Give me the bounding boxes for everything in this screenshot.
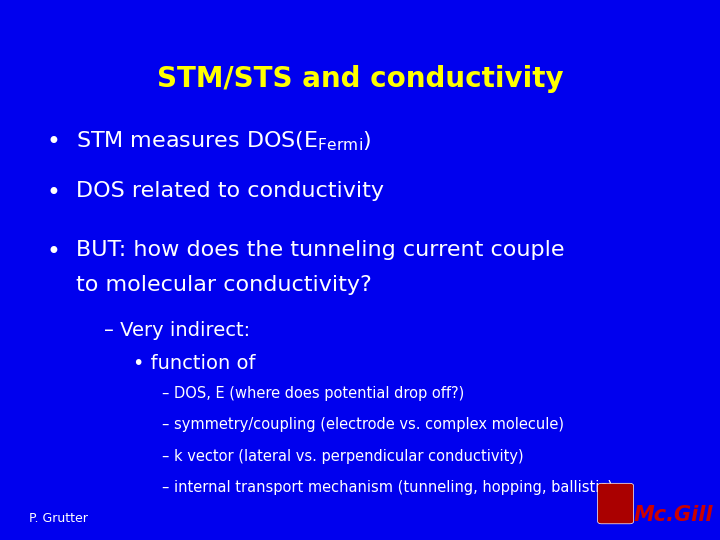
Text: Mc.Gill: Mc.Gill (634, 505, 713, 525)
Text: •: • (47, 130, 60, 153)
Text: •: • (47, 240, 60, 264)
FancyBboxPatch shape (598, 483, 634, 524)
Text: P. Grutter: P. Grutter (29, 512, 88, 525)
Text: to molecular conductivity?: to molecular conductivity? (76, 275, 372, 295)
Text: DOS related to conductivity: DOS related to conductivity (76, 181, 384, 201)
Text: •: • (47, 181, 60, 205)
Text: STM/STS and conductivity: STM/STS and conductivity (157, 65, 563, 93)
Text: – internal transport mechanism (tunneling, hopping, ballistic): – internal transport mechanism (tunnelin… (162, 480, 613, 495)
Text: • function of: • function of (133, 354, 256, 373)
Text: – DOS, E (where does potential drop off?): – DOS, E (where does potential drop off?… (162, 386, 464, 401)
Text: BUT: how does the tunneling current couple: BUT: how does the tunneling current coup… (76, 240, 564, 260)
Text: STM measures DOS(E$_{\mathregular{Fermi}}$): STM measures DOS(E$_{\mathregular{Fermi}… (76, 130, 372, 153)
Text: – symmetry/coupling (electrode vs. complex molecule): – symmetry/coupling (electrode vs. compl… (162, 417, 564, 433)
Text: – Very indirect:: – Very indirect: (104, 321, 251, 340)
Text: – k vector (lateral vs. perpendicular conductivity): – k vector (lateral vs. perpendicular co… (162, 449, 523, 464)
